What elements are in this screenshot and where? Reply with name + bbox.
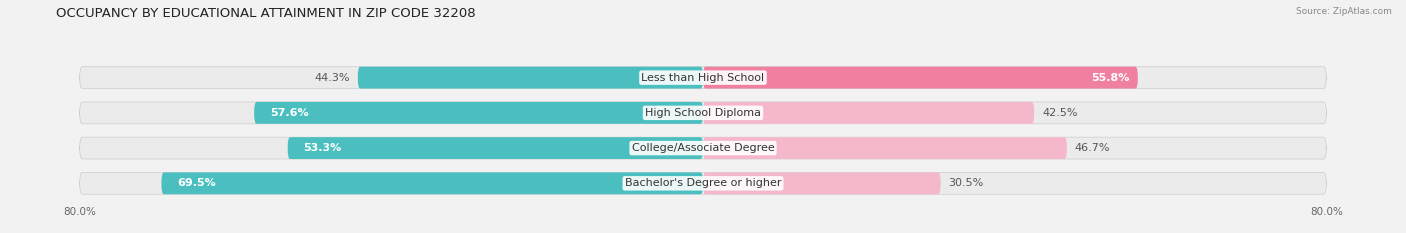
Text: College/Associate Degree: College/Associate Degree [631, 143, 775, 153]
FancyBboxPatch shape [703, 137, 1067, 159]
FancyBboxPatch shape [703, 102, 1035, 124]
Text: 69.5%: 69.5% [177, 178, 215, 188]
FancyBboxPatch shape [80, 172, 1326, 194]
FancyBboxPatch shape [703, 172, 941, 194]
FancyBboxPatch shape [162, 172, 703, 194]
FancyBboxPatch shape [254, 102, 703, 124]
FancyBboxPatch shape [288, 137, 703, 159]
FancyBboxPatch shape [80, 67, 1326, 89]
Text: 53.3%: 53.3% [304, 143, 342, 153]
Text: High School Diploma: High School Diploma [645, 108, 761, 118]
Text: Source: ZipAtlas.com: Source: ZipAtlas.com [1296, 7, 1392, 16]
Text: 30.5%: 30.5% [949, 178, 984, 188]
Text: Less than High School: Less than High School [641, 73, 765, 83]
FancyBboxPatch shape [80, 102, 1326, 124]
Text: 42.5%: 42.5% [1042, 108, 1077, 118]
Text: OCCUPANCY BY EDUCATIONAL ATTAINMENT IN ZIP CODE 32208: OCCUPANCY BY EDUCATIONAL ATTAINMENT IN Z… [56, 7, 475, 20]
Text: 46.7%: 46.7% [1074, 143, 1111, 153]
Text: Bachelor's Degree or higher: Bachelor's Degree or higher [624, 178, 782, 188]
Text: 55.8%: 55.8% [1091, 73, 1130, 83]
FancyBboxPatch shape [80, 137, 1326, 159]
FancyBboxPatch shape [357, 67, 703, 89]
Text: 57.6%: 57.6% [270, 108, 308, 118]
Text: 44.3%: 44.3% [315, 73, 350, 83]
FancyBboxPatch shape [703, 67, 1137, 89]
